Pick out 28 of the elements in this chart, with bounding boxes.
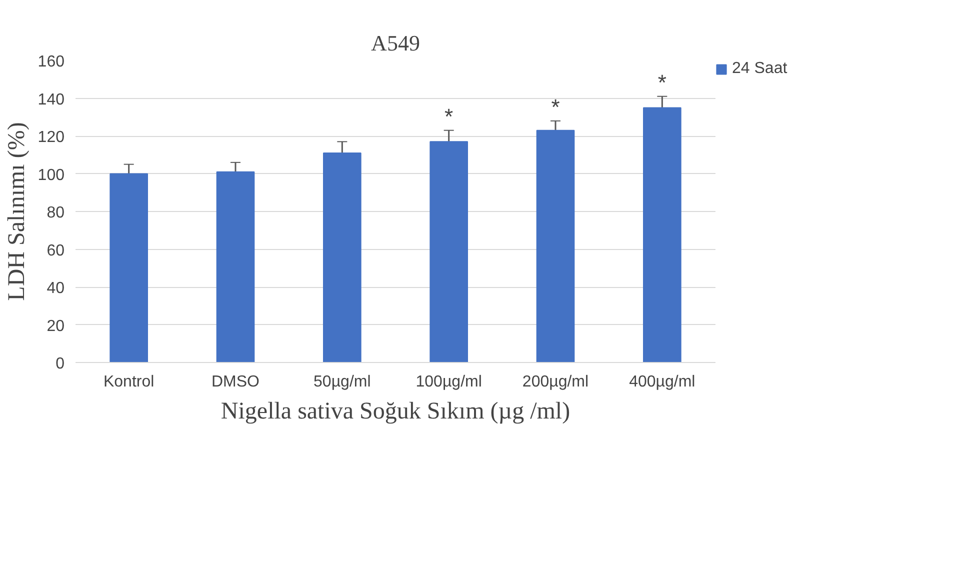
x-tick-label: 400µg/ml bbox=[629, 374, 696, 390]
bar bbox=[430, 141, 468, 362]
x-tick-label: DMSO bbox=[212, 374, 260, 390]
y-tick-label: 140 bbox=[38, 91, 65, 108]
annotation: * bbox=[658, 70, 667, 95]
annotation: * bbox=[444, 104, 454, 129]
bar bbox=[323, 152, 362, 362]
y-tick-label: 20 bbox=[46, 318, 65, 335]
x-tick-label: 200µg/ml bbox=[522, 374, 589, 390]
y-tick-label: 100 bbox=[38, 166, 65, 184]
y-axis-title: LDH Salınımı (%) bbox=[4, 122, 30, 301]
bar bbox=[643, 107, 682, 362]
bar bbox=[216, 171, 255, 362]
x-tick-label: Kontrol bbox=[103, 374, 154, 390]
y-tick-label: 80 bbox=[46, 204, 65, 222]
x-axis-title: Nigella sativa Soğuk Sıkım (µg /ml) bbox=[220, 398, 570, 424]
legend-label: 24 Saat bbox=[732, 60, 788, 78]
x-tick-label: 50µg/ml bbox=[314, 374, 371, 390]
bar bbox=[536, 130, 575, 362]
y-tick-label: 120 bbox=[38, 129, 65, 146]
y-tick-label: 40 bbox=[46, 280, 65, 297]
x-tick-label: 100µg/ml bbox=[416, 374, 482, 390]
chart-title: A549 bbox=[371, 30, 420, 56]
y-tick-label: 160 bbox=[38, 54, 65, 70]
y-tick-label: 60 bbox=[46, 242, 65, 260]
y-tick-label: 0 bbox=[56, 356, 65, 372]
bar bbox=[110, 173, 148, 362]
annotation: * bbox=[551, 94, 560, 120]
